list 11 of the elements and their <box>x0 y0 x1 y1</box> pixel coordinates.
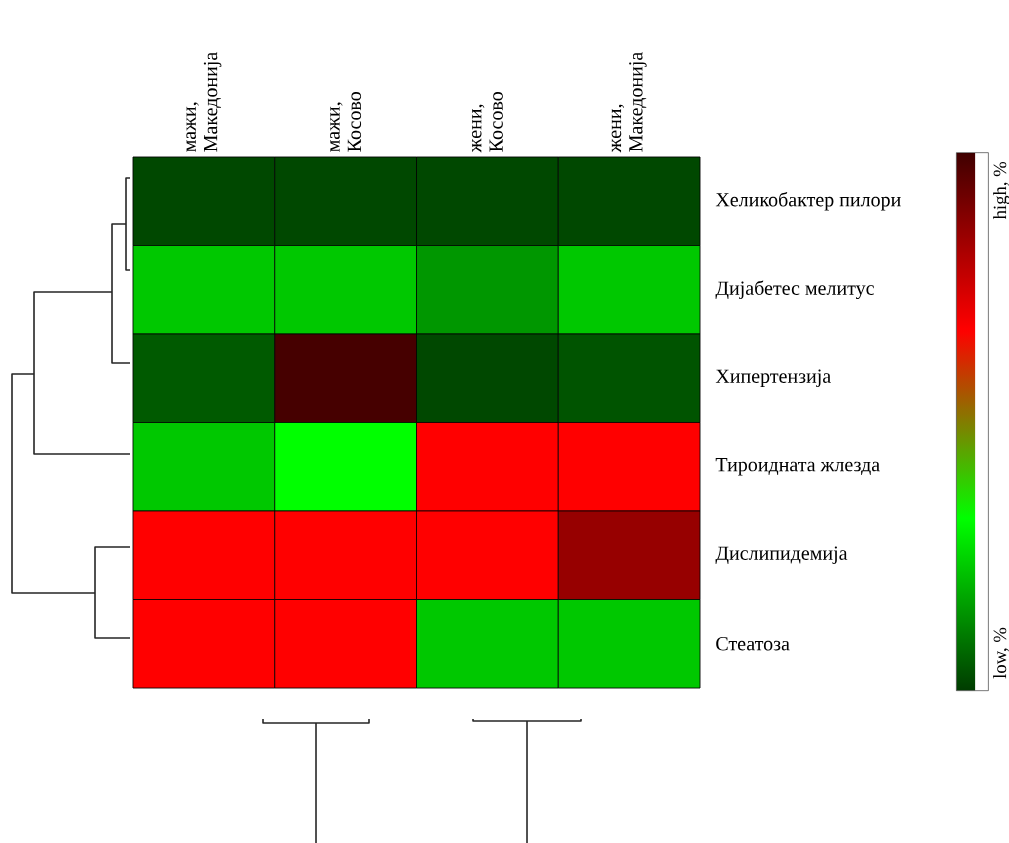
y-tick-label: Тироидната жлезда <box>715 458 880 476</box>
x-tick-label: жени, Косово <box>471 92 503 153</box>
x-tick-label: жени, Македонија <box>611 52 647 153</box>
x-tick-label: мажи, Македонија <box>186 52 222 152</box>
y-tick-label: Хипертензија <box>715 369 831 388</box>
color-bar-label: low, % <box>993 627 1009 679</box>
x-tick-label: мажи, Косово <box>330 92 362 152</box>
y-tick-label: Стеатоза <box>716 637 790 651</box>
y-tick-label: Хеликобактер пилори <box>715 191 901 211</box>
y-tick-label: Дијабетес мелитус <box>715 280 874 300</box>
y-tick-label: Дислипидемија <box>715 546 848 565</box>
